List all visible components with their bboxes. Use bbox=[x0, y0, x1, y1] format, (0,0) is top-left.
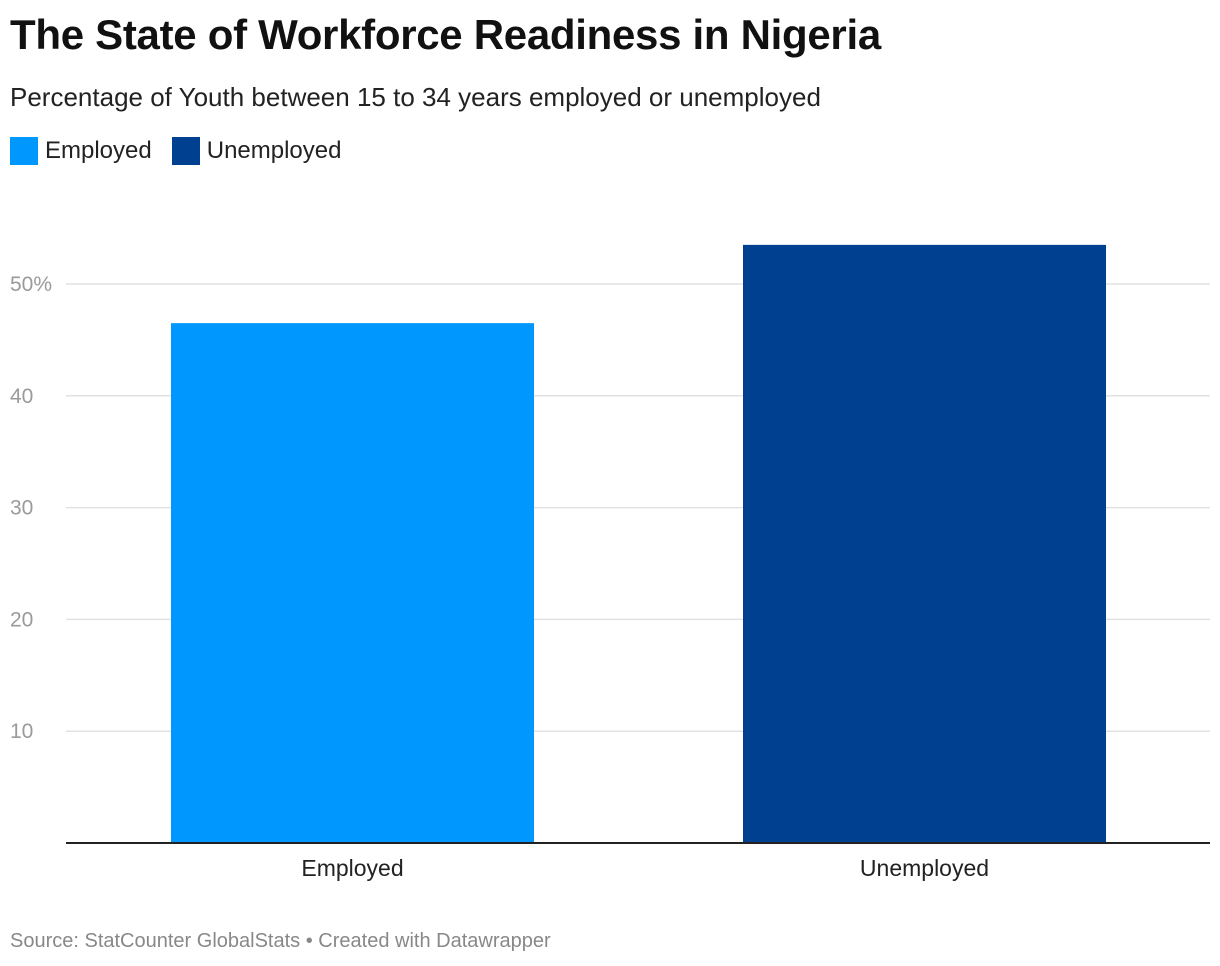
chart-subtitle: Percentage of Youth between 15 to 34 yea… bbox=[10, 82, 821, 112]
y-tick-label-30: 30 bbox=[10, 497, 33, 520]
source-text: Source: StatCounter GlobalStats bbox=[10, 930, 301, 952]
bar-employed bbox=[171, 323, 534, 843]
legend-item-unemployed: Unemployed bbox=[171, 136, 342, 166]
legend-label-employed: Employed bbox=[45, 137, 152, 164]
legend-item-employed: Employed bbox=[10, 136, 152, 166]
y-tick-label-40: 40 bbox=[10, 385, 33, 408]
bar-unemployed bbox=[743, 244, 1106, 843]
chart-footer: Source: StatCounter GlobalStats • Create… bbox=[10, 928, 551, 954]
footer-separator: • bbox=[305, 930, 313, 952]
y-tick-label-10: 10 bbox=[10, 720, 33, 743]
x-tick-label-employed: Employed bbox=[301, 855, 403, 881]
chart-legend: Employed Unemployed bbox=[10, 136, 361, 166]
x-tick-label-unemployed: Unemployed bbox=[860, 855, 989, 881]
credit-text: Created with Datawrapper bbox=[318, 930, 551, 952]
y-tick-label-50: 50% bbox=[10, 273, 52, 296]
y-tick-label-20: 20 bbox=[10, 608, 33, 631]
bar-chart: 10 20 30 40 50% Employed Unemployed bbox=[10, 244, 1210, 881]
legend-swatch-unemployed bbox=[171, 137, 200, 165]
legend-swatch-employed bbox=[10, 137, 38, 165]
chart-title: The State of Workforce Readiness in Nige… bbox=[10, 11, 881, 58]
legend-label-unemployed: Unemployed bbox=[206, 137, 342, 164]
